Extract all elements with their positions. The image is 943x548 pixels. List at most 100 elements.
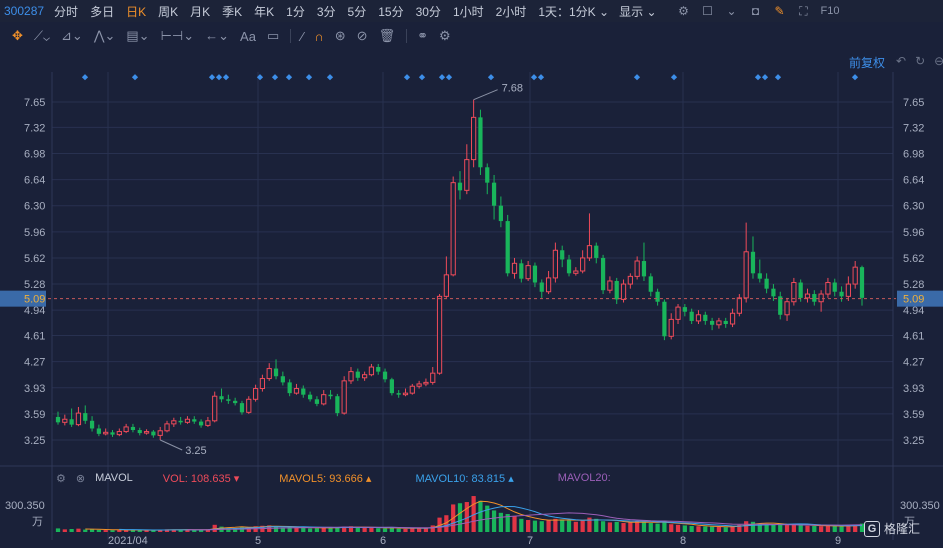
- event-marker-icon: [851, 74, 859, 81]
- tab-2hour[interactable]: 2小时: [495, 4, 527, 19]
- volume-bar: [130, 530, 136, 532]
- candle-body-down: [703, 314, 708, 321]
- candle-body-up: [729, 312, 736, 325]
- text-tool[interactable]: Aa: [240, 28, 256, 44]
- tab-1hour[interactable]: 1小时: [452, 4, 484, 19]
- candle: [239, 400, 245, 415]
- mavol10-value-text: MAVOL10: 83.815: [415, 472, 506, 485]
- fullscreen-icon[interactable]: ⛶: [799, 3, 808, 18]
- tab-multi-day[interactable]: 多日: [90, 4, 115, 19]
- candle: [116, 428, 122, 437]
- candle: [409, 383, 415, 395]
- indicator-settings-icon[interactable]: ⚙: [56, 472, 66, 485]
- volume-bar: [546, 520, 551, 532]
- tab-5min[interactable]: 5分: [347, 4, 367, 19]
- candle-body-up: [471, 116, 477, 161]
- candle-body-up: [361, 374, 368, 379]
- candle-body-down: [505, 221, 510, 274]
- tab-quarterly-k[interactable]: 季K: [222, 4, 243, 19]
- volume-bar: [594, 518, 599, 532]
- tab-1min[interactable]: 1分: [286, 4, 305, 19]
- candle: [361, 371, 368, 381]
- price-tick-right: 5.96: [903, 227, 924, 239]
- event-marker-icon: [271, 74, 279, 81]
- tab-fenshi[interactable]: 分时: [54, 4, 79, 19]
- eraser-line-icon[interactable]: ∕: [301, 28, 304, 44]
- camera-icon[interactable]: ◘: [751, 4, 760, 18]
- stock-code[interactable]: 300287: [4, 4, 45, 18]
- indicator-close-icon[interactable]: ⊗: [75, 472, 86, 485]
- candle-body-up: [348, 371, 354, 382]
- current-price-right: 5.09: [903, 294, 924, 306]
- volume-bar: [335, 527, 340, 532]
- candle-body-down: [662, 301, 667, 337]
- tab-3min[interactable]: 3分: [316, 4, 336, 19]
- tab-30min[interactable]: 30分: [415, 4, 441, 19]
- candle-body-up: [416, 383, 422, 387]
- tab-daily-k[interactable]: 日K: [126, 4, 147, 19]
- display-select[interactable]: 显示 ⌄: [619, 3, 656, 20]
- candle-body-down: [55, 416, 61, 423]
- volume-bar: [689, 526, 694, 532]
- tab-weekly-k[interactable]: 周K: [158, 4, 179, 19]
- candle-body-down: [233, 400, 238, 404]
- volume-bar: [669, 524, 674, 532]
- arrow-tool-icon[interactable]: ←⌄: [205, 28, 230, 43]
- candle: [205, 416, 211, 427]
- fibonacci-tool-icon[interactable]: ▤⌄: [126, 28, 150, 43]
- volume-bar: [560, 519, 565, 532]
- indicator-name[interactable]: MAVOL: [95, 472, 133, 484]
- magnet-icon[interactable]: ∩: [314, 28, 324, 44]
- wave-tool-icon[interactable]: ⋀⌄: [93, 28, 116, 43]
- volume-indicator-bar: ⚙ ⊗ MAVOL VOL: 108.635 ▾ MAVOL5: 93.666 …: [0, 469, 943, 487]
- candle-body-down: [539, 282, 544, 292]
- candle-body-down: [655, 291, 660, 302]
- candle: [157, 426, 163, 440]
- candle-body-down: [478, 117, 483, 168]
- chevron-down-icon[interactable]: ⌄: [726, 4, 737, 18]
- undo-icon[interactable]: ↶: [896, 54, 907, 68]
- volume-bar: [607, 522, 613, 532]
- price-tick-right: 6.64: [903, 175, 924, 187]
- candle: [614, 277, 619, 305]
- candle-body-down: [69, 419, 74, 425]
- candle: [525, 261, 531, 281]
- line-tool-icon[interactable]: ⟋⌄: [33, 28, 51, 43]
- trash-icon[interactable]: 🗑: [378, 28, 396, 43]
- volume-bar: [805, 525, 810, 532]
- settings-gear-icon[interactable]: ⚙: [678, 4, 689, 18]
- event-marker-icon: [81, 74, 89, 81]
- crosshair-move-icon[interactable]: ✥: [12, 28, 23, 43]
- gelonghui-logo-icon: G: [864, 520, 880, 537]
- link-icon[interactable]: ⚭: [417, 28, 428, 43]
- comment-icon[interactable]: ▭: [266, 28, 280, 43]
- range-tool-icon[interactable]: ⊢⊣⌄: [160, 28, 195, 43]
- f10-button[interactable]: F10: [820, 5, 840, 17]
- tab-monthly-k[interactable]: 月K: [190, 4, 211, 19]
- candle: [416, 380, 422, 389]
- interval-select[interactable]: 1天：1分K ⌄: [538, 3, 609, 20]
- candle-body-down: [798, 282, 803, 298]
- candle: [233, 397, 238, 406]
- refresh-icon[interactable]: ↻: [915, 54, 926, 68]
- pencil-icon[interactable]: ✎: [774, 4, 785, 18]
- candle: [511, 257, 518, 279]
- candle-body-up: [423, 381, 429, 385]
- zoom-out-icon[interactable]: ⊖: [934, 54, 943, 68]
- checkbox-icon[interactable]: ☐: [702, 4, 713, 18]
- adjust-mode-label[interactable]: 前复权: [849, 56, 886, 70]
- volume-bar: [164, 529, 170, 532]
- tab-yearly-k[interactable]: 年K: [254, 4, 275, 19]
- candle-body-down: [192, 419, 197, 422]
- tab-15min[interactable]: 15分: [378, 4, 404, 19]
- volume-bar: [62, 529, 67, 532]
- candle-body-down: [89, 420, 95, 429]
- lock-cycle-icon[interactable]: ⊛: [334, 28, 346, 43]
- candle-body-up: [573, 270, 579, 274]
- current-price-badge-left: [0, 290, 46, 307]
- volume-bar: [682, 525, 687, 532]
- channel-tool-icon[interactable]: ⊿⌄: [61, 28, 83, 43]
- settings-icon[interactable]: ⚙: [438, 28, 451, 43]
- hide-icon[interactable]: ⊘: [356, 28, 368, 43]
